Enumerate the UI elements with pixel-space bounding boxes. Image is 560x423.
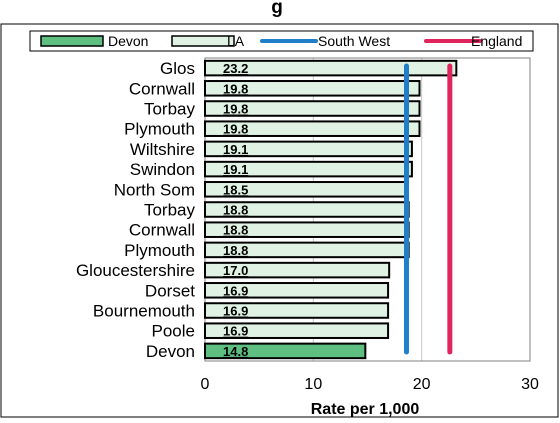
legend-label-south-west: South West: [318, 33, 390, 49]
category-label: Dorset: [145, 281, 195, 300]
x-axis-label: Rate per 1,000: [311, 401, 420, 418]
bar-value-label: 16.9: [223, 324, 248, 339]
category-label: North Som: [114, 180, 195, 199]
legend-label-la: LA: [227, 33, 245, 49]
category-label: Gloucestershire: [76, 261, 195, 280]
legend-label-devon: Devon: [108, 33, 148, 49]
bar-value-label: 18.8: [223, 203, 248, 218]
bar-value-label: 16.9: [223, 304, 248, 319]
legend-swatch-la: [171, 35, 235, 47]
category-label: Plymouth: [124, 120, 195, 139]
plot-area: 23.2 Glos 19.8 Cornwall 19.8 Torbay 19.8 Plymou…: [76, 57, 539, 393]
bar: [204, 140, 413, 158]
bar: [204, 322, 390, 339]
category-label: Plymouth: [124, 241, 195, 260]
category-label: Torbay: [144, 201, 196, 220]
bar: [204, 302, 390, 319]
bar: [204, 342, 367, 360]
x-tick-label: 30: [521, 376, 539, 393]
x-tick-label: 10: [304, 376, 322, 393]
bar: [204, 120, 421, 137]
bar: [204, 160, 413, 178]
category-label: Wiltshire: [130, 140, 195, 159]
bar-value-label: 19.1: [223, 162, 248, 177]
category-label: Swindon: [130, 160, 195, 179]
x-tick-label: 0: [201, 376, 210, 393]
x-tick-label: 20: [413, 376, 431, 393]
category-label: Torbay: [144, 100, 196, 119]
legend-swatch-devon: [40, 35, 104, 47]
bar-value-label: 19.8: [223, 102, 248, 117]
bar-value-label: 19.8: [223, 81, 248, 96]
bar-value-label: 19.1: [223, 142, 248, 157]
category-label: Cornwall: [129, 221, 195, 240]
bar: [204, 59, 458, 77]
bar-value-label: 17.0: [223, 263, 248, 278]
legend: Devon LA South West England: [29, 30, 534, 52]
bar-value-label: 18.5: [223, 182, 248, 197]
category-label: Bournemouth: [93, 302, 195, 321]
bar-value-label: 19.8: [223, 122, 248, 137]
bar-value-label: 23.2: [223, 61, 248, 76]
bar: [204, 282, 390, 299]
bar: [204, 80, 421, 97]
legend-label-england: England: [471, 33, 522, 49]
category-label: Cornwall: [129, 79, 195, 98]
bar-value-label: 16.9: [223, 283, 248, 298]
bar: [204, 100, 421, 117]
category-label: Poole: [152, 322, 195, 341]
category-label: Glos: [160, 59, 195, 78]
bar-value-label: 14.8: [223, 344, 248, 359]
category-label: Devon: [146, 342, 195, 361]
bar: [204, 261, 391, 279]
chart-title-fragment: g: [271, 0, 283, 18]
bar-value-label: 18.8: [223, 243, 248, 258]
bar-value-label: 18.8: [223, 223, 248, 238]
